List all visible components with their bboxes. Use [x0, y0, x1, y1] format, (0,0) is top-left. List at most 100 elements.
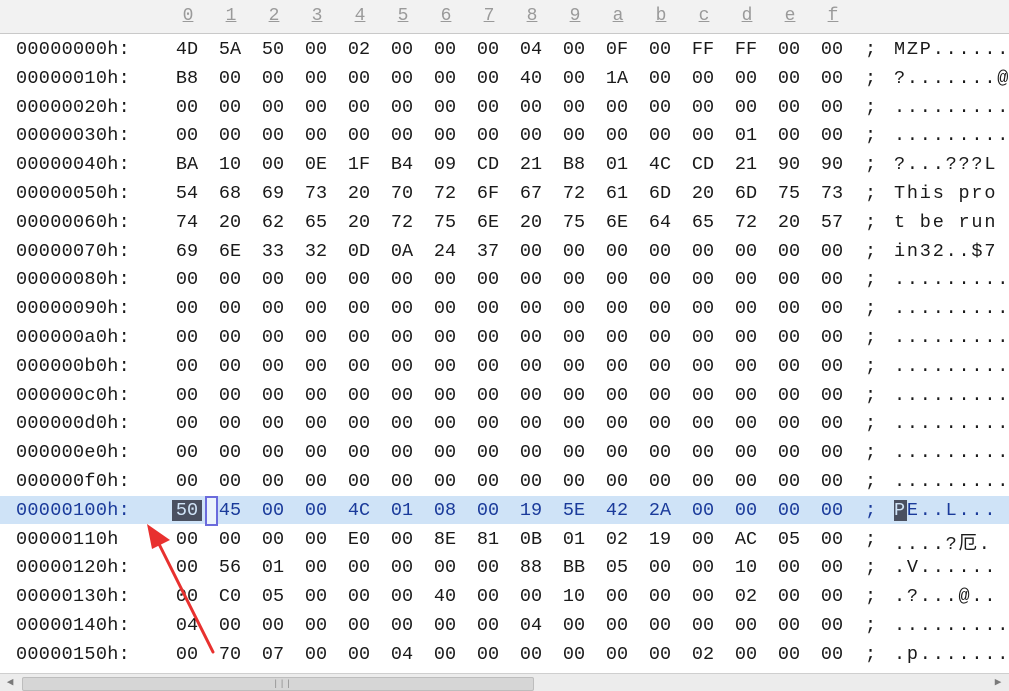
hex-row[interactable]: 000000c0h: 00 00 00 00 00 00 00 00 00 00 00 00 00 00 00…: [0, 381, 1009, 409]
hex-byte[interactable]: 00: [691, 298, 715, 320]
hex-byte[interactable]: 00: [519, 586, 543, 608]
hex-byte[interactable]: 00: [347, 557, 371, 579]
hex-byte[interactable]: 00: [562, 355, 586, 377]
hex-byte[interactable]: 00: [175, 298, 199, 320]
hex-row[interactable]: 00000150h: 00 70 07 00 00 04 00 00 00 00 00 00 02 00 00…: [0, 640, 1009, 668]
hex-byte[interactable]: 20: [519, 211, 543, 233]
hex-byte[interactable]: 5E: [562, 499, 586, 521]
scrollbar-thumb[interactable]: |||: [22, 677, 534, 691]
hex-byte[interactable]: 00: [777, 67, 801, 89]
hex-byte[interactable]: 00: [390, 528, 414, 550]
hex-byte[interactable]: 00: [175, 586, 199, 608]
hex-byte[interactable]: 6E: [605, 211, 629, 233]
hex-byte[interactable]: 00: [820, 528, 844, 550]
hex-byte[interactable]: 00: [648, 471, 672, 492]
hex-byte[interactable]: 00: [777, 298, 801, 320]
hex-byte[interactable]: 00: [777, 125, 801, 147]
ascii-text[interactable]: .?...@..: [894, 586, 998, 608]
hex-byte[interactable]: 00: [605, 413, 629, 435]
hex-byte[interactable]: 00: [476, 327, 500, 348]
ascii-text[interactable]: .........: [894, 355, 1009, 377]
hex-byte[interactable]: 00: [304, 499, 328, 521]
hex-byte[interactable]: 00: [734, 240, 758, 262]
hex-byte[interactable]: 05: [777, 528, 801, 550]
hex-byte[interactable]: 00: [261, 528, 285, 550]
ascii-text[interactable]: .........: [894, 327, 1009, 348]
hex-byte[interactable]: 00: [175, 96, 199, 118]
hex-byte[interactable]: 1A: [605, 67, 629, 89]
hex-byte[interactable]: 00: [433, 615, 457, 636]
hex-row[interactable]: 00000080h: 00 00 00 00 00 00 00 00 00 00 00 00 00 00 00…: [0, 265, 1009, 293]
hex-byte[interactable]: 00: [476, 96, 500, 118]
hex-byte[interactable]: 00: [476, 442, 500, 464]
hex-byte[interactable]: 00: [562, 615, 586, 636]
hex-byte[interactable]: 00: [175, 384, 199, 406]
hex-byte[interactable]: 00: [218, 96, 242, 118]
hex-byte[interactable]: 00: [519, 327, 543, 348]
hex-byte[interactable]: 00: [820, 586, 844, 608]
hex-byte[interactable]: 01: [605, 154, 629, 176]
hex-byte[interactable]: 00: [777, 442, 801, 464]
ascii-text[interactable]: .........: [894, 384, 1009, 406]
hex-byte[interactable]: 00: [605, 586, 629, 608]
hex-byte[interactable]: 00: [519, 96, 543, 118]
hex-byte[interactable]: 00: [476, 557, 500, 579]
hex-byte[interactable]: 67: [519, 183, 543, 204]
hex-byte[interactable]: 00: [433, 471, 457, 492]
ascii-text[interactable]: This pro: [894, 183, 998, 204]
hex-row[interactable]: 00000090h: 00 00 00 00 00 00 00 00 00 00 00 00 00 00 00…: [0, 294, 1009, 322]
hex-byte[interactable]: 00: [347, 615, 371, 636]
hex-byte[interactable]: 00: [777, 471, 801, 492]
hex-byte[interactable]: 00: [562, 240, 586, 262]
hex-byte[interactable]: AC: [734, 528, 758, 550]
hex-byte[interactable]: CD: [691, 154, 715, 176]
hex-byte[interactable]: 00: [476, 269, 500, 291]
hex-byte[interactable]: 00: [820, 298, 844, 320]
hex-byte[interactable]: 00: [304, 528, 328, 550]
hex-byte[interactable]: 00: [648, 39, 672, 60]
ascii-text[interactable]: in32..$7: [894, 240, 998, 262]
hex-byte[interactable]: 00: [777, 355, 801, 377]
hex-byte[interactable]: 00: [519, 355, 543, 377]
hex-byte[interactable]: 00: [648, 240, 672, 262]
hex-byte[interactable]: 6D: [648, 183, 672, 204]
hex-byte[interactable]: 00: [433, 298, 457, 320]
ascii-text[interactable]: ....?厄.: [894, 533, 992, 555]
hex-byte[interactable]: 00: [347, 442, 371, 464]
hex-byte[interactable]: 00: [691, 384, 715, 406]
ascii-text[interactable]: ?.......@: [894, 67, 1009, 89]
hex-byte[interactable]: E0: [347, 528, 371, 550]
hex-byte[interactable]: 62: [261, 211, 285, 233]
hex-byte[interactable]: 00: [605, 615, 629, 636]
hex-byte[interactable]: 00: [777, 499, 801, 521]
hex-byte[interactable]: FF: [734, 39, 758, 60]
hex-byte[interactable]: 68: [218, 183, 242, 204]
hex-byte[interactable]: 02: [347, 39, 371, 60]
hex-byte[interactable]: 00: [562, 96, 586, 118]
hex-byte[interactable]: 6E: [218, 240, 242, 262]
hex-byte[interactable]: 75: [562, 211, 586, 233]
hex-byte[interactable]: 90: [777, 154, 801, 176]
hex-byte[interactable]: 00: [691, 471, 715, 492]
hex-byte[interactable]: 08: [433, 499, 457, 521]
hex-byte[interactable]: 54: [175, 183, 199, 204]
hex-byte[interactable]: 00: [390, 557, 414, 579]
hex-byte[interactable]: 72: [433, 183, 457, 204]
hex-byte[interactable]: 00: [218, 269, 242, 291]
hex-byte[interactable]: 90: [820, 154, 844, 176]
hex-byte[interactable]: 00: [304, 125, 328, 147]
hex-byte[interactable]: 00: [390, 125, 414, 147]
hex-byte[interactable]: 00: [691, 442, 715, 464]
hex-byte[interactable]: B8: [562, 154, 586, 176]
hex-byte[interactable]: 00: [691, 67, 715, 89]
hex-byte[interactable]: 00: [820, 471, 844, 492]
hex-byte[interactable]: 01: [261, 557, 285, 579]
hex-byte[interactable]: 00: [261, 96, 285, 118]
hex-byte[interactable]: 00: [777, 384, 801, 406]
hex-byte[interactable]: 00: [519, 240, 543, 262]
hex-byte[interactable]: 00: [433, 643, 457, 665]
hex-byte[interactable]: 00: [175, 269, 199, 291]
hex-byte[interactable]: 72: [734, 211, 758, 233]
hex-byte[interactable]: 00: [476, 643, 500, 665]
hex-byte[interactable]: 07: [261, 643, 285, 665]
